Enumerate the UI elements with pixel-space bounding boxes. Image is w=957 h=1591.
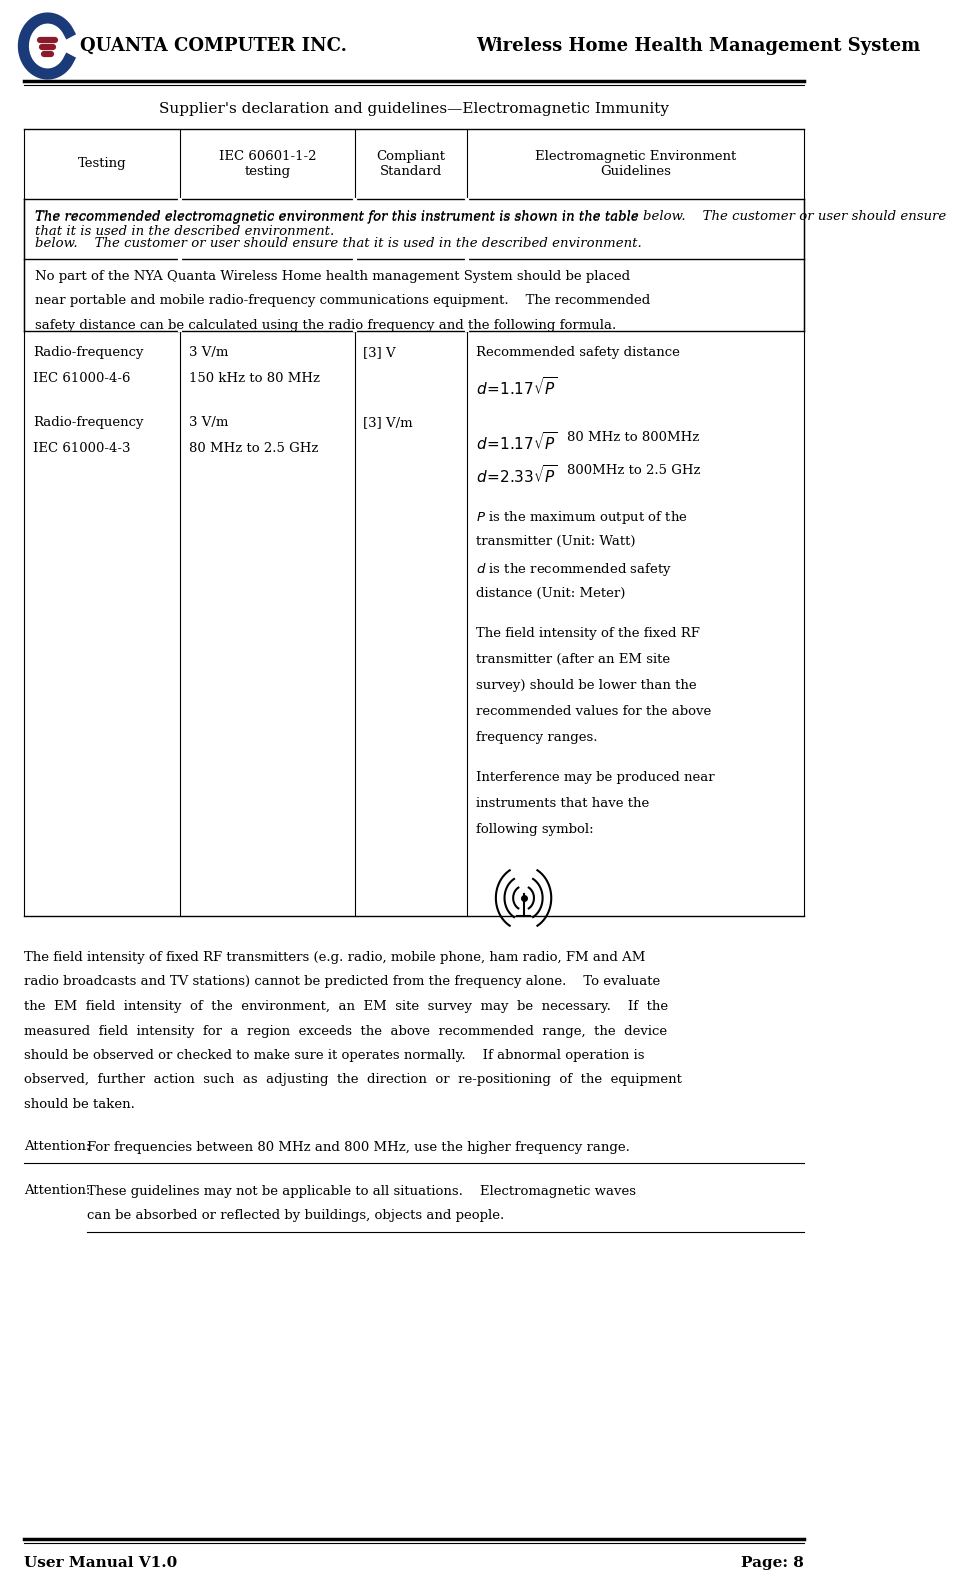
Text: 80 MHz to 2.5 GHz: 80 MHz to 2.5 GHz [189,442,318,455]
Text: Page: 8: Page: 8 [741,1556,804,1570]
Text: observed,  further  action  such  as  adjusting  the  direction  or  re-position: observed, further action such as adjusti… [24,1074,682,1087]
Text: Wireless Home Health Management System: Wireless Home Health Management System [476,37,921,56]
Text: For frequencies between 80 MHz and 800 MHz, use the higher frequency range.: For frequencies between 80 MHz and 800 M… [86,1141,642,1153]
Text: $P$ is the maximum output of the: $P$ is the maximum output of the [476,509,688,527]
Text: [3] V: [3] V [364,345,396,360]
Text: Supplier's declaration and guidelines—Electromagnetic Immunity: Supplier's declaration and guidelines—El… [159,102,669,116]
Text: Recommended safety distance: Recommended safety distance [476,345,679,360]
Text: measured  field  intensity  for  a  region  exceeds  the  above  recommended  ra: measured field intensity for a region ex… [24,1025,667,1037]
Text: $d\!=\!1.17\sqrt{P}$: $d\!=\!1.17\sqrt{P}$ [476,431,558,453]
Text: transmitter (after an EM site: transmitter (after an EM site [476,652,670,667]
Text: The recommended electromagnetic environment for this instrument is shown in the : The recommended electromagnetic environm… [34,212,638,224]
Text: should be observed or checked to make sure it operates normally.    If abnormal : should be observed or checked to make su… [24,1048,645,1063]
Text: Attention:: Attention: [24,1141,95,1153]
Text: $d\!=\!2.33\sqrt{P}$: $d\!=\!2.33\sqrt{P}$ [476,465,558,485]
Text: should be taken.: should be taken. [24,1098,135,1111]
Text: User Manual V1.0: User Manual V1.0 [24,1556,177,1570]
Text: IEC 60601-1-2
testing: IEC 60601-1-2 testing [218,150,316,178]
Text: The field intensity of the fixed RF: The field intensity of the fixed RF [476,627,700,640]
Text: radio broadcasts and TV stations) cannot be predicted from the frequency alone. : radio broadcasts and TV stations) cannot… [24,975,660,988]
Text: [3] V/m: [3] V/m [364,415,413,430]
Text: frequency ranges.: frequency ranges. [476,730,597,745]
Text: Testing: Testing [78,158,126,170]
Text: distance (Unit: Meter): distance (Unit: Meter) [476,587,625,600]
Text: 800MHz to 2.5 GHz: 800MHz to 2.5 GHz [567,465,701,477]
Text: near portable and mobile radio-frequency communications equipment.    The recomm: near portable and mobile radio-frequency… [34,294,650,307]
Text: $d\!=\!1.17\sqrt{P}$: $d\!=\!1.17\sqrt{P}$ [476,375,558,398]
Text: transmitter (Unit: Watt): transmitter (Unit: Watt) [476,535,635,547]
Text: IEC 61000-4-6: IEC 61000-4-6 [33,372,130,385]
Text: $d$ is the recommended safety: $d$ is the recommended safety [476,562,672,578]
Text: The field intensity of fixed RF transmitters (e.g. radio, mobile phone, ham radi: The field intensity of fixed RF transmit… [24,951,646,964]
Text: The recommended electromagnetic environment for this instrument is shown in the : The recommended electromagnetic environm… [34,210,946,239]
Text: Attention:: Attention: [24,1185,95,1198]
Text: instruments that have the: instruments that have the [476,797,649,810]
Text: No part of the NYA Quanta Wireless Home health management System should be place: No part of the NYA Quanta Wireless Home … [34,270,630,283]
Text: Electromagnetic Environment
Guidelines: Electromagnetic Environment Guidelines [535,150,736,178]
Text: the  EM  field  intensity  of  the  environment,  an  EM  site  survey  may  be : the EM field intensity of the environmen… [24,1001,668,1013]
Text: 3 V/m: 3 V/m [189,345,228,360]
Text: 3 V/m: 3 V/m [189,415,228,430]
Text: can be absorbed or reflected by buildings, objects and people.: can be absorbed or reflected by building… [86,1209,517,1222]
Text: survey) should be lower than the: survey) should be lower than the [476,679,697,692]
Text: following symbol:: following symbol: [476,823,593,835]
Text: Radio-frequency: Radio-frequency [33,345,144,360]
Text: IEC 61000-4-3: IEC 61000-4-3 [33,442,130,455]
Text: 150 kHz to 80 MHz: 150 kHz to 80 MHz [189,372,320,385]
Text: below.    The customer or user should ensure that it is used in the described en: below. The customer or user should ensur… [34,237,641,250]
Text: safety distance can be calculated using the radio frequency and the following fo: safety distance can be calculated using … [34,320,616,333]
Text: 80 MHz to 800MHz: 80 MHz to 800MHz [567,431,699,444]
Text: recommended values for the above: recommended values for the above [476,705,711,718]
Text: Radio-frequency: Radio-frequency [33,415,144,430]
Text: Compliant
Standard: Compliant Standard [376,150,446,178]
Text: These guidelines may not be applicable to all situations.    Electromagnetic wav: These guidelines may not be applicable t… [86,1185,635,1198]
Text: Interference may be produced near: Interference may be produced near [476,772,715,784]
Text: QUANTA COMPUTER INC.: QUANTA COMPUTER INC. [80,37,347,56]
